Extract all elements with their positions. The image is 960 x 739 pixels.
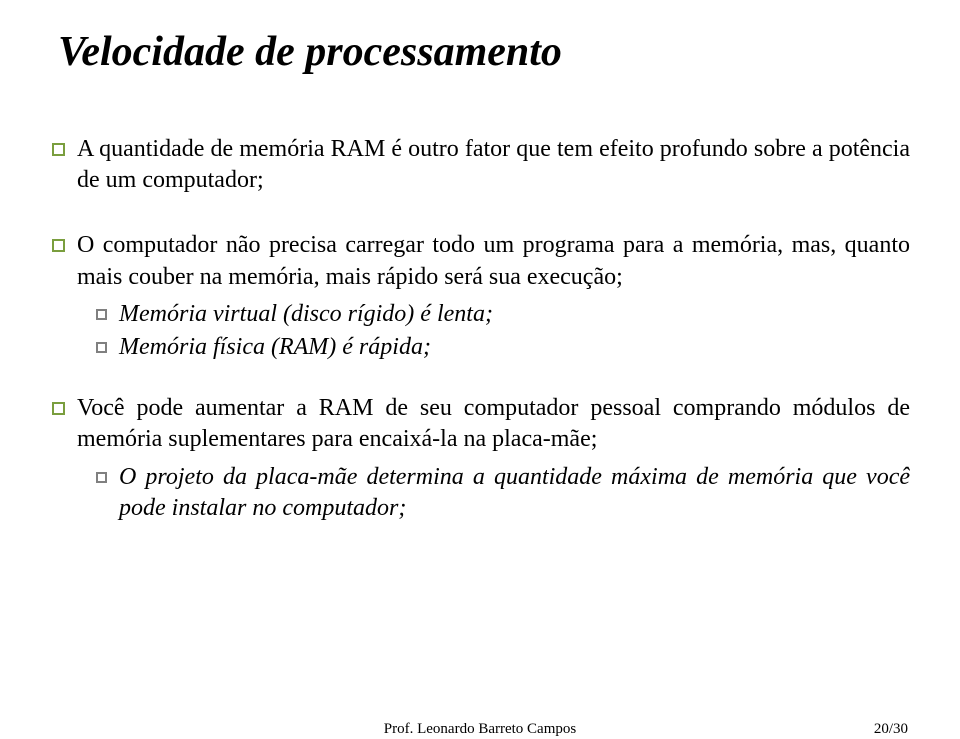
slide-title: Velocidade de processamento xyxy=(58,28,910,76)
bullet-level2: Memória física (RAM) é rápida; xyxy=(96,332,910,363)
bullet-level2: Memória virtual (disco rígido) é lenta; xyxy=(96,299,910,330)
square-bullet-icon xyxy=(52,239,65,252)
square-bullet-icon xyxy=(96,472,107,483)
square-bullet-icon xyxy=(96,342,107,353)
footer-page-number: 20/30 xyxy=(874,721,908,738)
square-bullet-icon xyxy=(96,309,107,320)
bullet-text: O projeto da placa-mãe determina a quant… xyxy=(119,462,910,524)
bullet-text: Você pode aumentar a RAM de seu computad… xyxy=(77,393,910,455)
bullet-level1: Você pode aumentar a RAM de seu computad… xyxy=(50,393,910,455)
bullet-level1: O computador não precisa carregar todo u… xyxy=(50,230,910,292)
bullet-text: O computador não precisa carregar todo u… xyxy=(77,230,910,292)
footer-author: Prof. Leonardo Barreto Campos xyxy=(384,721,576,738)
bullet-text: A quantidade de memória RAM é outro fato… xyxy=(77,134,910,196)
bullet-level2: O projeto da placa-mãe determina a quant… xyxy=(96,462,910,524)
bullet-level1: A quantidade de memória RAM é outro fato… xyxy=(50,134,910,196)
bullet-text: Memória física (RAM) é rápida; xyxy=(119,332,910,363)
square-bullet-icon xyxy=(52,143,65,156)
square-bullet-icon xyxy=(52,402,65,415)
bullet-text: Memória virtual (disco rígido) é lenta; xyxy=(119,299,910,330)
